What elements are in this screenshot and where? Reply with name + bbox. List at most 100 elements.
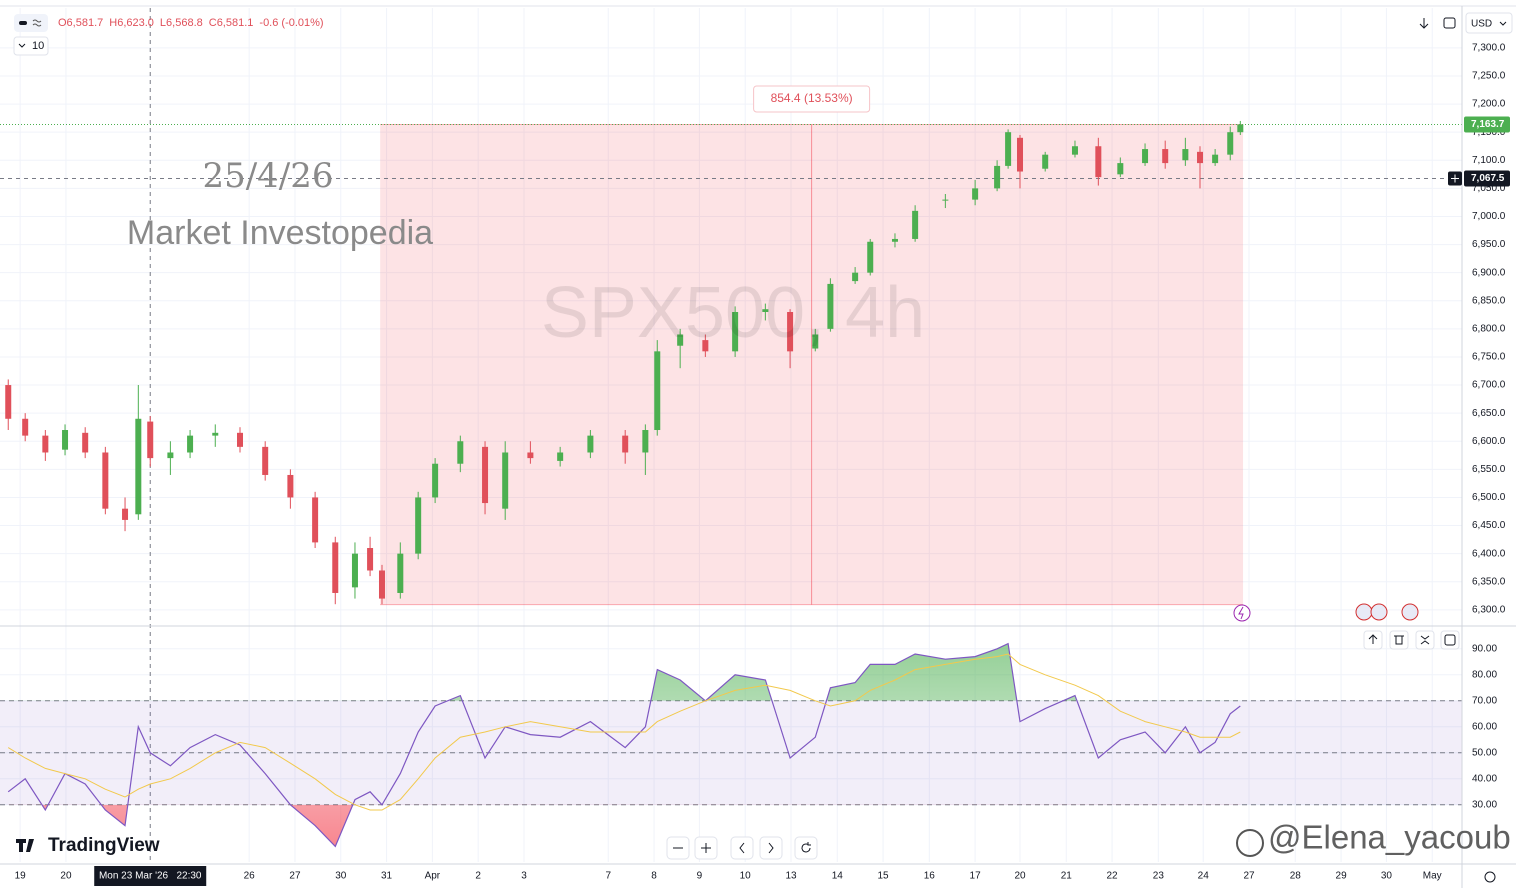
x-tick-label: 29 [1336,871,1348,882]
date-watermark: 25/4/26 [202,156,333,196]
y-tick-label: 6,650.0 [1472,408,1506,419]
x-tick-label: 26 [244,871,256,882]
range-label-box [753,85,871,113]
quote-value: L6,568.8 [160,17,203,29]
x-tick-label: 28 [1290,871,1302,882]
settings-icon[interactable] [1484,871,1496,883]
candle-body [642,430,649,453]
candle-body [1042,154,1049,169]
candle-body [1162,149,1169,164]
symbol-toggle[interactable] [14,14,48,32]
us-event-flag[interactable] [1401,603,1419,621]
candle-body [654,351,661,431]
reset-button[interactable] [794,836,818,860]
us-event-flag[interactable] [1370,603,1388,621]
quote-value: H6,623.0 [109,17,154,29]
x-tick-label: 20 [1014,871,1026,882]
candle-body [122,508,129,520]
candle-body [482,446,489,504]
candle-body [994,165,1001,189]
crosshair-time-label: Mon 23 Mar '26 22:30 [99,871,202,882]
candle-body [367,548,374,571]
x-tick-label: 22 [1107,871,1119,882]
collapse-icon [1420,635,1430,645]
scroll-right-button[interactable] [759,836,783,860]
candle-body [212,432,219,436]
candle-body [167,452,174,459]
y-tick-label: 6,950.0 [1472,239,1506,250]
fullscreen-icon[interactable] [1443,17,1456,29]
candle-body [1237,124,1244,133]
x-tick-label: 27 [1243,871,1255,882]
candle-body [702,340,709,352]
download-icon[interactable] [1419,18,1429,29]
x-tick-label: 24 [1198,871,1210,882]
y-tick-label: 7,200.0 [1472,99,1506,110]
y-tick-label: 6,350.0 [1472,576,1506,587]
candle-body [1142,149,1149,164]
toggle-icon [32,19,42,27]
y-tick-label: 6,550.0 [1472,464,1506,475]
x-tick-label: 7 [605,871,611,882]
candle-body [502,452,509,509]
arrow-icon [1368,634,1378,644]
candle-body [1005,132,1012,166]
candle-body [351,553,358,588]
y-tick-label: 70.00 [1472,695,1497,706]
candle-body [677,334,684,346]
navigation-buttons [666,836,818,860]
y-tick-label: 6,450.0 [1472,520,1506,531]
candle-body [187,435,194,453]
trash-icon [1394,635,1404,645]
x-tick-label: 27 [289,871,301,882]
x-tick-label: 14 [832,871,844,882]
y-tick-label: 40.00 [1472,773,1497,784]
y-tick-label: 6,850.0 [1472,295,1506,306]
candle-body [587,435,594,453]
author-icon [1236,829,1264,857]
price-plot [5,120,1244,605]
quote-value: C6,581.1 [209,17,254,29]
scroll-left-button[interactable] [730,836,754,860]
oversold-fill [8,804,1241,847]
grid [0,8,1462,862]
currency-select[interactable] [1465,12,1513,34]
axes: 6,300.0 6,350.0 6,400.0 6,450.0 6,500.0 6,550… [15,43,1510,886]
event-marker[interactable] [1233,604,1251,622]
symbol-watermark: SPX500, 4h [541,273,925,353]
candle-body [827,283,834,329]
y-tick-label: 30.00 [1472,799,1497,810]
y-tick-label: 7,100.0 [1472,155,1506,166]
y-tick-label: 7,300.0 [1472,43,1506,54]
candle-body [867,241,874,273]
y-tick-label: 90.00 [1472,643,1497,654]
quote-value: -0.6 (-0.01%) [259,17,323,29]
us-event-flag[interactable] [1355,603,1373,621]
y-tick-label: 7,000.0 [1472,211,1506,222]
lightning-icon [1238,606,1244,620]
candle-body [5,385,12,419]
collapse-button[interactable] [1415,630,1435,650]
toggle-icon [19,21,27,25]
rsi-ma-line [7,653,1241,811]
y-tick-label: 6,400.0 [1472,548,1506,559]
x-tick-label: 19 [15,871,27,882]
delete-button[interactable] [1389,630,1409,650]
x-tick-label: 3 [521,871,527,882]
brand-watermark: Market Investopedia [127,214,433,252]
x-tick-label: Apr [425,871,441,882]
maximize-button[interactable] [1440,630,1460,650]
y-tick-label: 80.00 [1472,669,1497,680]
x-tick-label: 13 [785,871,797,882]
y-tick-label: 50.00 [1472,747,1497,758]
x-tick-label: 20 [60,871,72,882]
candle-body [622,435,629,453]
candle-body [787,312,794,352]
candle-body [1117,163,1124,175]
y-tick-label: 6,300.0 [1472,604,1506,615]
candle-body [912,210,919,239]
indicator-toggle[interactable] [13,36,49,56]
y-tick-label: 60.00 [1472,721,1497,732]
chevron-icon [1499,21,1507,26]
x-tick-label: 10 [740,871,752,882]
